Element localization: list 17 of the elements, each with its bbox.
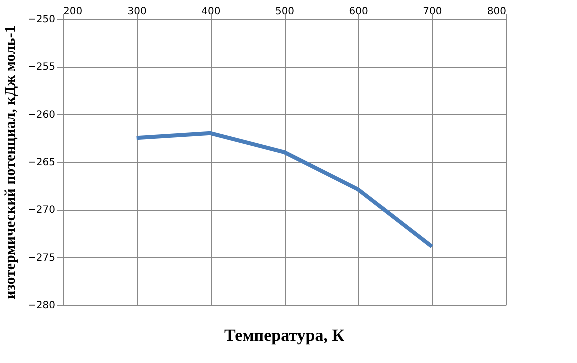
y-tick-label: −275 bbox=[28, 252, 56, 264]
y-tick-label: −255 bbox=[28, 62, 56, 74]
y-axis-title: изотермический потенциал, кДж моль-1 bbox=[3, 26, 20, 300]
y-tick-label: −260 bbox=[28, 110, 56, 121]
x-tick-label: 500 bbox=[275, 6, 295, 18]
y-tick-label: −270 bbox=[28, 205, 56, 216]
y-tick-label: −265 bbox=[28, 158, 56, 168]
y-tick-label: −280 bbox=[28, 300, 56, 312]
x-tick-label: 300 bbox=[128, 6, 147, 18]
x-tick-label: 600 bbox=[349, 6, 368, 18]
x-tick-label: 400 bbox=[202, 6, 221, 18]
x-tick-label: 800 bbox=[487, 6, 506, 18]
x-axis-title: Температура, К bbox=[224, 326, 346, 345]
x-tick-label: 700 bbox=[423, 6, 442, 18]
line-series bbox=[134, 131, 434, 249]
y-tick-label: −250 bbox=[28, 14, 56, 26]
x-tick-label: 200 bbox=[64, 6, 83, 18]
